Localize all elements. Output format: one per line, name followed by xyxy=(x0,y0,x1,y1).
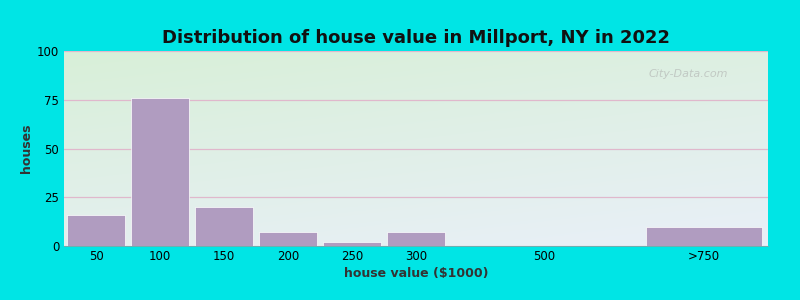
Bar xyxy=(131,98,189,246)
Bar xyxy=(195,207,253,246)
Bar xyxy=(387,232,445,246)
Bar xyxy=(646,226,762,246)
Title: Distribution of house value in Millport, NY in 2022: Distribution of house value in Millport,… xyxy=(162,29,670,47)
Bar xyxy=(67,215,125,246)
Text: City-Data.com: City-Data.com xyxy=(648,69,728,80)
X-axis label: house value ($1000): house value ($1000) xyxy=(344,267,488,280)
Y-axis label: houses: houses xyxy=(20,124,33,173)
Bar xyxy=(259,232,317,246)
Bar xyxy=(323,242,381,246)
